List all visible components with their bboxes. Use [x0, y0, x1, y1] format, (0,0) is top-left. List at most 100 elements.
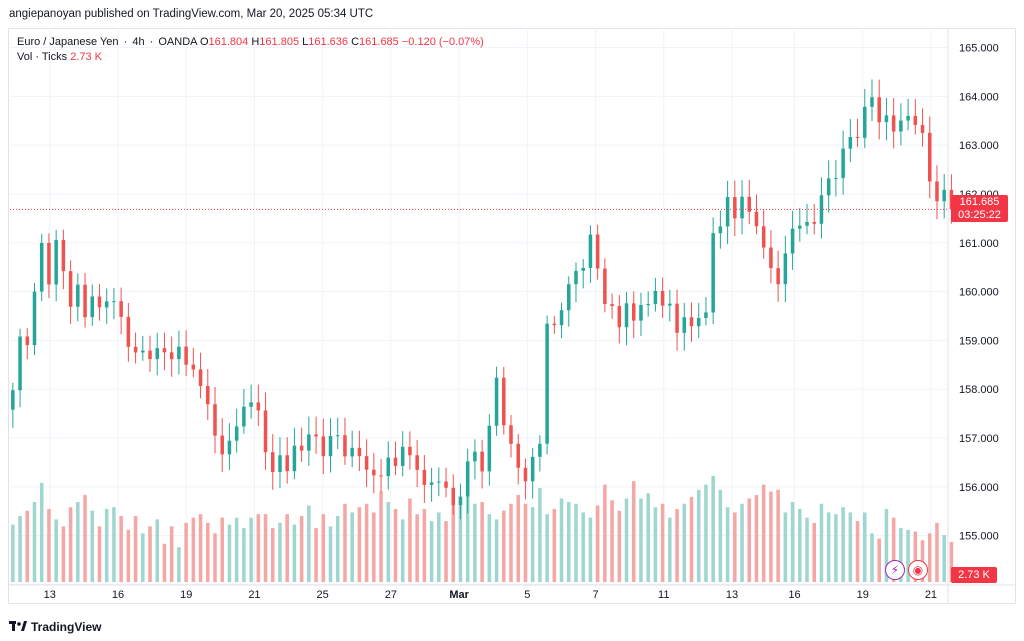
- candle-body: [328, 436, 333, 457]
- legend-interval: 4h: [132, 36, 145, 48]
- candle-body: [76, 284, 80, 307]
- price-tick-label: 160.000: [959, 287, 999, 299]
- tradingview-logo[interactable]: TradingView: [9, 620, 101, 634]
- chart-frame[interactable]: [8, 28, 1016, 604]
- candle-body: [249, 402, 253, 407]
- candle-body: [906, 115, 910, 121]
- price-tick-label: 156.000: [959, 482, 999, 494]
- volume-bar: [119, 515, 123, 582]
- candle-body: [516, 443, 520, 468]
- volume-bar: [863, 512, 867, 582]
- volume-bar: [538, 488, 542, 582]
- volume-bar: [733, 512, 737, 582]
- legend-change: −0.120 (−0.07%): [401, 36, 484, 48]
- candle-body: [545, 323, 549, 444]
- candle-body: [668, 303, 672, 306]
- volume-bar: [141, 533, 145, 582]
- candle-body: [32, 291, 37, 346]
- legend-symbol[interactable]: Euro / Japanese Yen: [17, 36, 119, 48]
- candle-body: [307, 434, 311, 451]
- lightning-icon[interactable]: ⚡: [885, 560, 905, 580]
- volume-bar: [148, 526, 152, 582]
- volume-bar: [689, 496, 694, 582]
- volume-bar: [429, 521, 434, 582]
- candle-body: [437, 481, 441, 483]
- candle-body: [321, 436, 326, 457]
- volume-bar: [97, 526, 102, 582]
- candle-body: [198, 369, 203, 387]
- volume-bar: [581, 512, 585, 582]
- candle-body: [169, 352, 174, 360]
- volume-bar: [927, 533, 932, 582]
- candle-body: [689, 317, 694, 327]
- candle-body: [769, 247, 773, 269]
- candle-body: [653, 290, 658, 304]
- target-icon[interactable]: ◉: [908, 560, 928, 580]
- volume-bar: [372, 512, 376, 582]
- candle-body: [783, 253, 788, 285]
- volume-bar: [458, 502, 463, 582]
- candle-body: [141, 350, 145, 353]
- volume-bar: [379, 491, 383, 582]
- candle-body: [530, 456, 535, 482]
- candle-body: [610, 304, 614, 307]
- tradingview-logo-icon: [9, 621, 27, 631]
- volume-bar: [754, 495, 759, 582]
- candle-body: [213, 404, 217, 436]
- candle-body: [935, 181, 939, 202]
- volume-bar: [884, 508, 889, 582]
- volume-bar: [718, 489, 723, 582]
- volume-bar: [494, 519, 499, 582]
- volume-bar: [393, 508, 398, 582]
- volume-bar: [790, 502, 795, 582]
- volume-bar: [675, 508, 679, 582]
- time-tick-label: 27: [385, 589, 397, 601]
- candle-body: [112, 301, 116, 303]
- candle-body: [509, 425, 513, 444]
- volume-bar: [805, 517, 809, 582]
- volume-bar: [68, 507, 73, 582]
- volume-bar: [169, 526, 174, 582]
- volume-bar: [133, 515, 138, 582]
- candle-body: [90, 296, 95, 318]
- legend-open-label: O: [199, 36, 209, 48]
- candle-body: [335, 435, 340, 437]
- candle-body: [386, 457, 391, 477]
- candle-body: [54, 240, 58, 285]
- volume-bar: [386, 502, 391, 582]
- candle-body: [718, 226, 723, 234]
- volume-bar: [841, 507, 845, 582]
- candle-body: [415, 455, 419, 470]
- time-tick-label: 16: [788, 589, 800, 601]
- candle-body: [790, 228, 795, 254]
- time-axis[interactable]: 13 16 19 21 25 27 Mar 5 7 11 13 16 19 21: [44, 589, 937, 601]
- volume-bar: [711, 475, 715, 582]
- volume-bar: [574, 503, 578, 582]
- candle-body: [660, 290, 665, 306]
- candle-body: [725, 197, 730, 227]
- volume-bar: [949, 542, 954, 582]
- candle-body: [848, 136, 853, 149]
- volume-bar: [516, 495, 520, 582]
- candle-body: [819, 195, 824, 224]
- volume-bar: [18, 515, 22, 582]
- legend-volume-label[interactable]: Vol · Ticks: [17, 51, 68, 63]
- candle-body: [39, 242, 44, 292]
- candle-body: [242, 406, 246, 427]
- volume-bar: [776, 489, 780, 582]
- chart-legend: Euro / Japanese Yen · 4h · OANDA O161.80…: [17, 35, 484, 65]
- candle-body: [884, 115, 889, 123]
- volume-bar: [227, 524, 232, 582]
- legend-close-value: 161.685: [359, 36, 399, 48]
- price-tick-label: 155.000: [959, 531, 999, 543]
- candle-body: [379, 475, 383, 477]
- candle-body: [942, 189, 946, 202]
- price-axis[interactable]: 165.000164.000163.000162.000161.000160.0…: [959, 43, 999, 543]
- candle-body: [400, 446, 405, 466]
- volume-bar: [740, 503, 744, 582]
- legend-broker: OANDA: [158, 36, 197, 48]
- price-tick-label: 163.000: [959, 140, 999, 152]
- candle-body: [47, 242, 51, 285]
- candle-body: [877, 97, 881, 123]
